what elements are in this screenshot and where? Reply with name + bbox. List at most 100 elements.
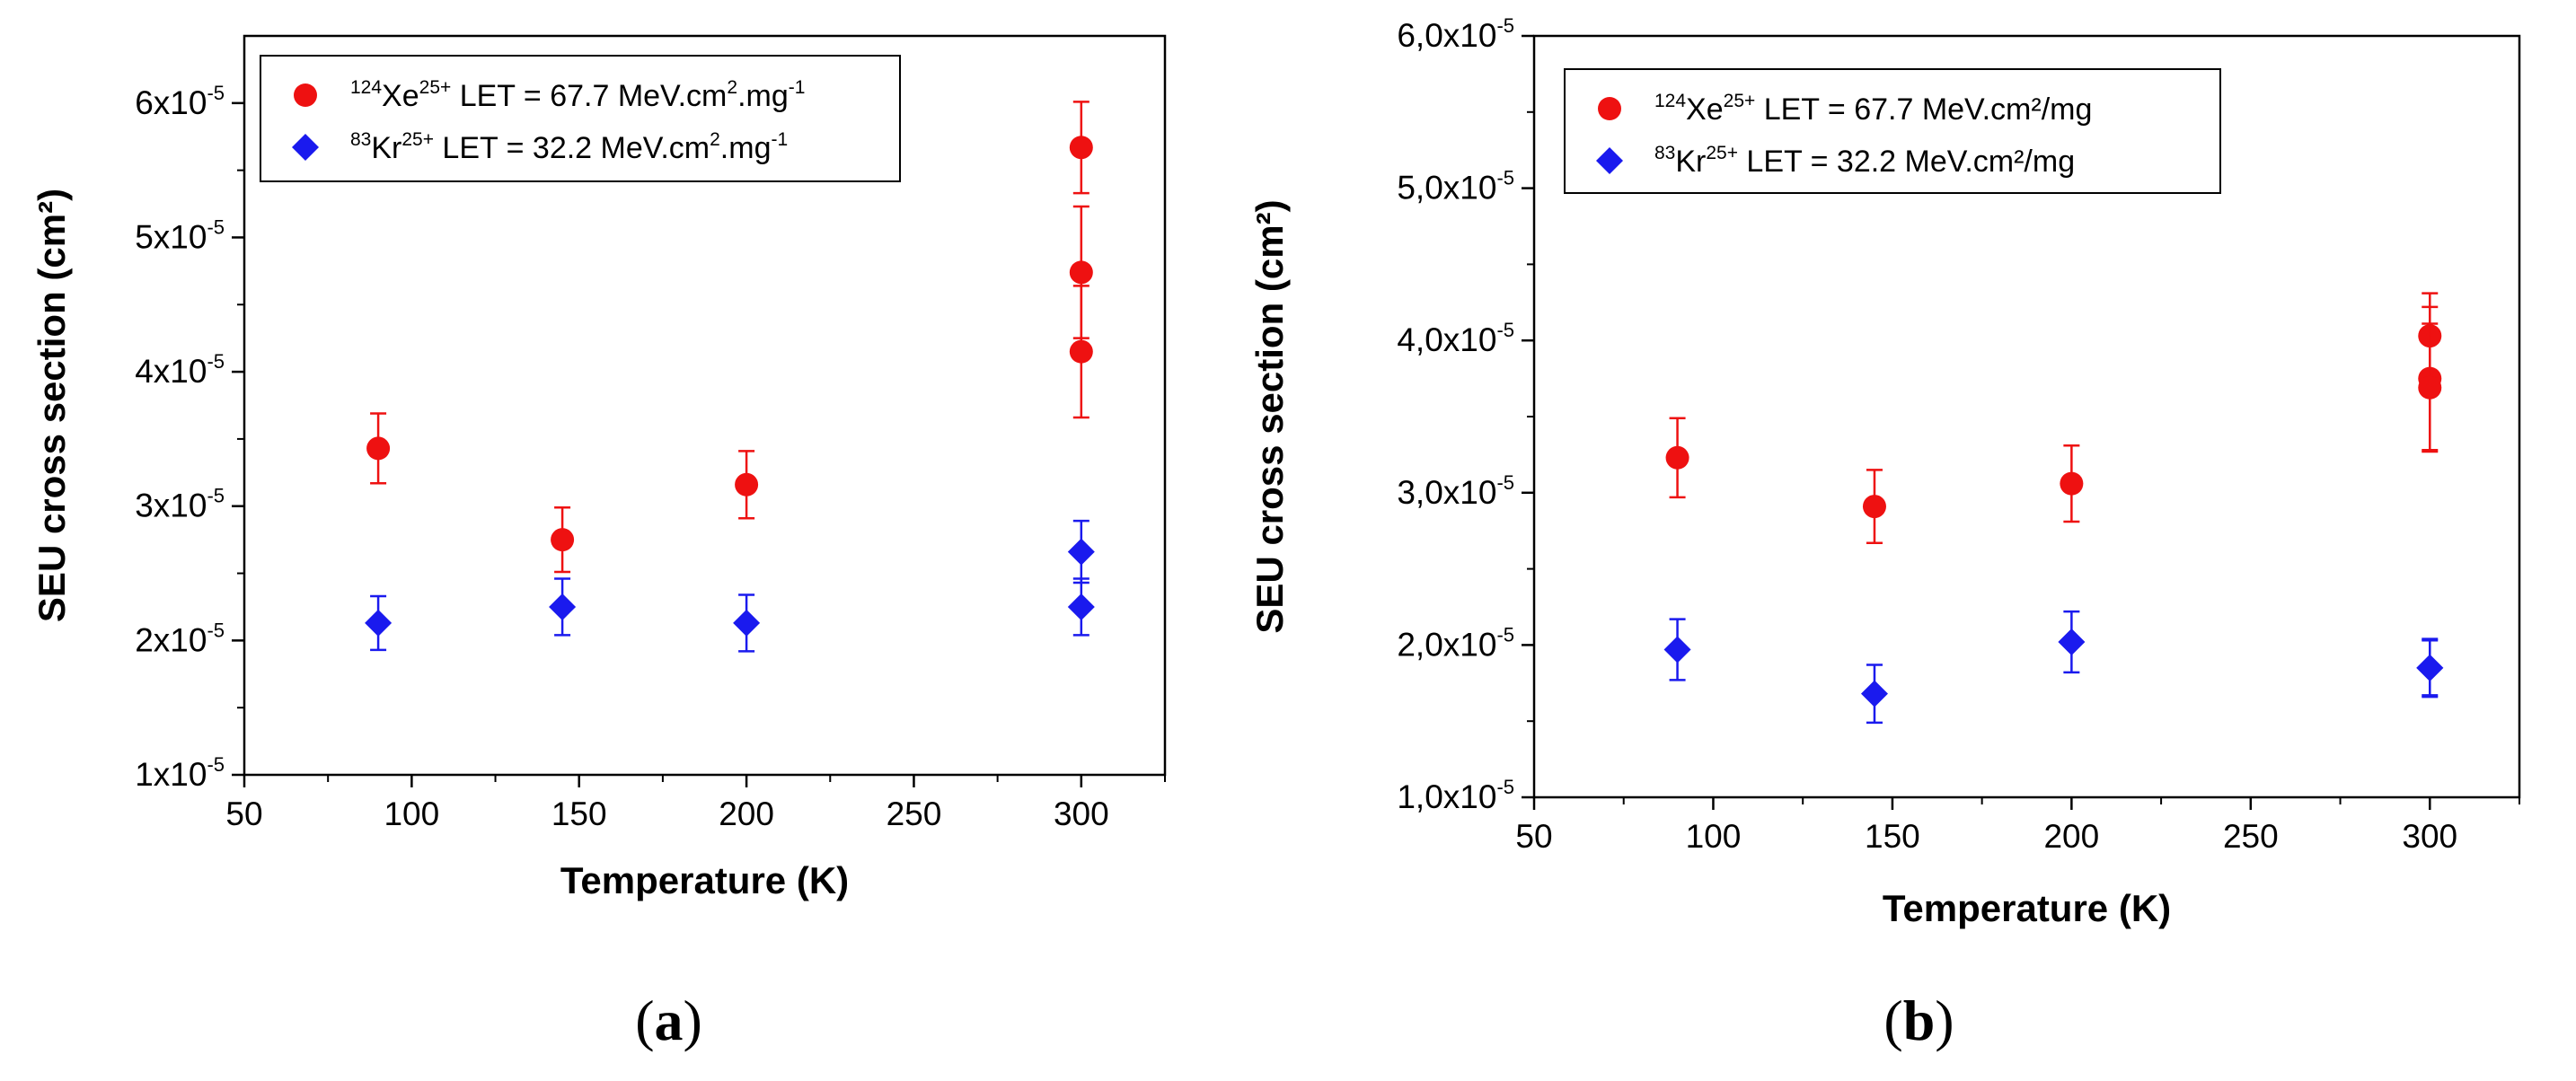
x-tick-label: 300 <box>2402 818 2457 855</box>
x-tick-label: 50 <box>1515 818 1552 855</box>
caption-paren-open: ( <box>635 989 654 1052</box>
y-tick-exponent: -5 <box>207 485 225 507</box>
legend-label: 83Kr25+ LET = 32.2 MeV.cm²/mg <box>1654 143 2075 179</box>
legend-charge: 25+ <box>419 77 452 98</box>
x-tick-label: 200 <box>719 795 774 832</box>
y-tick-exponent: -5 <box>1496 776 1514 798</box>
y-tick-label: 5,0x10-5 <box>1397 167 1514 207</box>
legend-charge: 25+ <box>401 129 434 150</box>
legend: 124Xe25+ LET = 67.7 MeV.cm²/mg 83Kr25+ LE… <box>1564 68 2221 194</box>
y-tick-exponent: -5 <box>207 753 225 776</box>
x-tick-label: 250 <box>887 795 942 832</box>
x-tick-label: 100 <box>384 795 439 832</box>
legend-let-sup: 2 <box>727 77 737 98</box>
legend: 124Xe25+ LET = 67.7 MeV.cm2.mg-183Kr25+ … <box>260 55 901 182</box>
legend-label: 83Kr25+ LET = 32.2 MeV.cm2.mg-1 <box>350 129 788 165</box>
x-tick-label: 150 <box>1865 818 1920 855</box>
data-point <box>733 609 761 637</box>
legend-mass-number: 124 <box>1654 91 1686 111</box>
data-point <box>365 609 393 637</box>
legend-let-mid: .mg <box>737 79 789 113</box>
data-point <box>1665 445 1689 470</box>
y-tick-mantissa: 3,0x10 <box>1397 474 1496 511</box>
series-diamond <box>1663 610 2444 725</box>
series-circle <box>366 101 1093 574</box>
legend-let-sup: 2 <box>710 129 720 150</box>
y-tick-mantissa: 3x10 <box>135 488 207 524</box>
y-tick-label: 1,0x10-5 <box>1397 776 1514 815</box>
legend-let-sup2: -1 <box>789 77 806 98</box>
y-tick-mantissa: 1x10 <box>135 756 207 793</box>
data-point <box>1069 339 1093 364</box>
panel-caption: (a) <box>635 989 702 1052</box>
series-diamond <box>365 519 1095 653</box>
legend-let-mid: .mg <box>720 131 772 165</box>
legend-let-sup2: -1 <box>771 129 788 150</box>
data-point <box>2058 628 2086 656</box>
legend-charge: 25+ <box>1706 143 1738 163</box>
y-tick-exponent: -5 <box>1496 319 1514 341</box>
y-tick-mantissa: 4,0x10 <box>1397 321 1496 358</box>
x-tick-label: 50 <box>225 795 262 832</box>
y-tick-exponent: -5 <box>207 350 225 373</box>
data-point <box>1862 495 1886 519</box>
x-tick-label: 250 <box>2223 818 2279 855</box>
legend-marker-circle <box>1598 97 1621 120</box>
y-tick-mantissa: 1,0x10 <box>1397 778 1496 815</box>
y-tick-mantissa: 5,0x10 <box>1397 170 1496 207</box>
series-circle <box>1665 292 2442 545</box>
legend-label: 124Xe25+ LET = 67.7 MeV.cm²/mg <box>1654 91 2092 127</box>
legend-mass-number: 124 <box>350 77 382 98</box>
y-tick-exponent: -5 <box>207 619 225 641</box>
y-tick-mantissa: 2x10 <box>135 621 207 658</box>
caption-paren-close: ) <box>1935 989 1954 1052</box>
x-axis-title: Temperature (K) <box>560 859 849 901</box>
legend-label: 124Xe25+ LET = 67.7 MeV.cm2.mg-1 <box>350 77 805 113</box>
x-axis-title: Temperature (K) <box>1883 887 2171 929</box>
y-tick-label: 6x10-5 <box>135 82 225 121</box>
legend-let: LET = 32.2 MeV.cm²/mg <box>1738 145 2075 179</box>
x-tick-label: 150 <box>551 795 607 832</box>
caption-paren-close: ) <box>684 989 702 1052</box>
data-point <box>551 528 575 552</box>
y-tick-mantissa: 4x10 <box>135 353 207 390</box>
y-tick-label: 2x10-5 <box>135 619 225 658</box>
y-axis-title: SEU cross section (cm²) <box>1248 199 1291 633</box>
data-point <box>735 472 759 497</box>
x-tick-label: 200 <box>2043 818 2099 855</box>
y-tick-exponent: -5 <box>1496 167 1514 189</box>
caption-paren-open: ( <box>1883 989 1902 1052</box>
plot-frame <box>243 34 1167 777</box>
legend-mass-number: 83 <box>350 129 371 150</box>
legend-let: LET = 32.2 MeV.cm <box>434 131 710 165</box>
y-tick-label: 4x10-5 <box>135 350 225 390</box>
data-point <box>1067 593 1095 620</box>
data-point <box>1069 260 1093 285</box>
y-tick-mantissa: 2,0x10 <box>1397 626 1496 663</box>
data-point <box>1069 136 1093 160</box>
legend-let: LET = 67.7 MeV.cm²/mg <box>1755 92 2092 127</box>
legend-let: LET = 67.7 MeV.cm <box>451 79 727 113</box>
y-tick-label: 3,0x10-5 <box>1397 471 1514 511</box>
data-point <box>1663 636 1691 664</box>
y-tick-exponent: -5 <box>1496 14 1514 37</box>
chart-panel-b: 50 100 150 200 250 3001,0x10-52,0x10-53,0x10-… <box>1248 14 2521 1052</box>
legend-element: Kr <box>371 131 401 165</box>
data-point <box>2060 471 2084 496</box>
data-point <box>2418 375 2442 400</box>
legend-element: Xe <box>382 79 419 113</box>
legend-element: Kr <box>1675 145 1706 179</box>
legend-box <box>260 55 901 182</box>
legend-charge: 25+ <box>1724 91 1756 111</box>
y-tick-mantissa: 6x10 <box>135 84 207 121</box>
panel-caption: (b) <box>1883 989 1954 1052</box>
data-point <box>1860 680 1888 707</box>
y-tick-exponent: -5 <box>1496 471 1514 494</box>
y-tick-label: 2,0x10-5 <box>1397 623 1514 663</box>
y-tick-exponent: -5 <box>207 82 225 104</box>
y-tick-exponent: -5 <box>207 215 225 238</box>
y-tick-label: 3x10-5 <box>135 485 225 524</box>
y-tick-exponent: -5 <box>1496 623 1514 646</box>
legend-marker-diamond <box>1596 147 1623 174</box>
